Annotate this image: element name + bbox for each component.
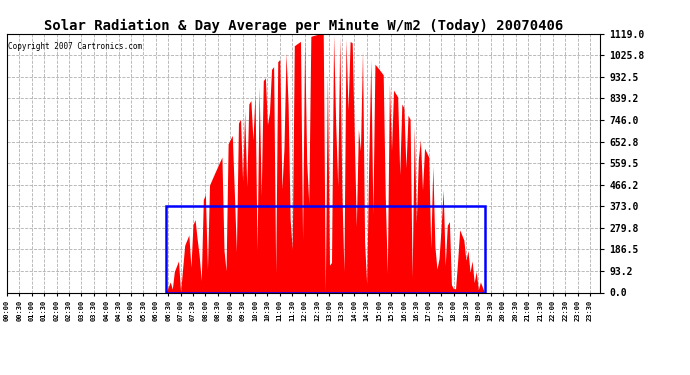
Bar [166,206,484,292]
Title: Solar Radiation & Day Average per Minute W/m2 (Today) 20070406: Solar Radiation & Day Average per Minute… [44,18,563,33]
Text: Copyright 2007 Cartronics.com: Copyright 2007 Cartronics.com [8,42,142,51]
